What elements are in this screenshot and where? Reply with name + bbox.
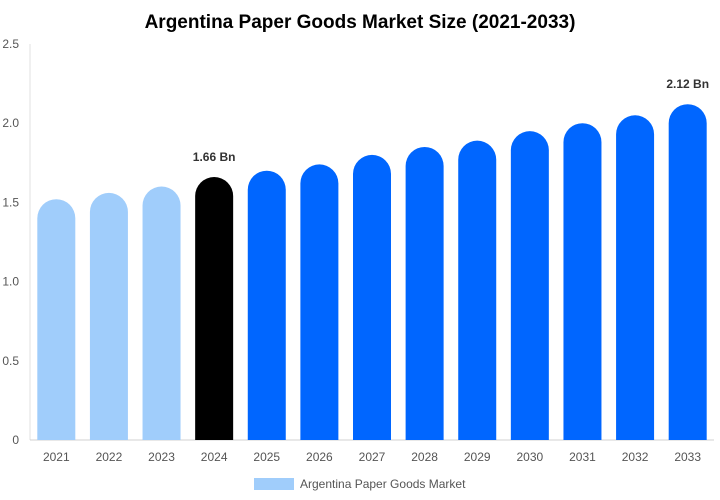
- data-label-2024: 1.66 Bn: [193, 150, 236, 164]
- x-tick-label: 2023: [148, 450, 175, 464]
- y-tick-label: 0: [12, 433, 19, 447]
- y-tick-label: 1.5: [2, 195, 19, 209]
- y-tick-label: 1.0: [2, 275, 19, 289]
- chart-title: Argentina Paper Goods Market Size (2021-…: [145, 12, 576, 33]
- data-labels: 1.66 Bn 2.12 Bn: [193, 77, 709, 164]
- bar-2021: [37, 199, 76, 440]
- x-axis-ticks: 2021 2022 2023 2024 2025 2026 2027 2028 2029 2030…: [43, 450, 701, 464]
- bar-2032: [616, 115, 655, 440]
- bar-2026: [300, 164, 339, 440]
- x-tick-label: 2027: [359, 450, 386, 464]
- bar-2027: [353, 154, 391, 440]
- legend-swatch: [254, 478, 294, 490]
- x-tick-label: 2029: [464, 450, 491, 464]
- legend: Argentina Paper Goods Market: [254, 477, 466, 491]
- bar-2029: [458, 140, 497, 440]
- y-tick-label: 2.5: [2, 37, 19, 51]
- x-tick-label: 2030: [516, 450, 543, 464]
- y-axis-ticks: 0 0.5 1.0 1.5 2.0 2.5: [2, 37, 19, 447]
- bar-2022: [89, 192, 128, 440]
- x-tick-label: 2026: [306, 450, 333, 464]
- x-tick-label: 2031: [569, 450, 596, 464]
- y-tick-label: 2.0: [2, 116, 19, 130]
- bar-2033: [668, 104, 707, 440]
- bar-2023: [142, 186, 181, 440]
- bar-2030: [510, 131, 549, 440]
- x-tick-label: 2022: [96, 450, 123, 464]
- x-tick-label: 2028: [411, 450, 438, 464]
- x-tick-label: 2032: [622, 450, 649, 464]
- x-tick-label: 2021: [43, 450, 70, 464]
- bar-group: [37, 104, 707, 440]
- bar-2028: [405, 146, 444, 440]
- bar-2025: [247, 170, 286, 440]
- data-label-2033: 2.12 Bn: [666, 77, 709, 91]
- x-tick-label: 2033: [674, 450, 701, 464]
- y-tick-label: 0.5: [2, 354, 19, 368]
- bar-2031: [563, 123, 602, 440]
- x-tick-label: 2025: [253, 450, 280, 464]
- bar-2024: [195, 177, 234, 440]
- legend-label: Argentina Paper Goods Market: [300, 477, 466, 491]
- x-tick-label: 2024: [201, 450, 228, 464]
